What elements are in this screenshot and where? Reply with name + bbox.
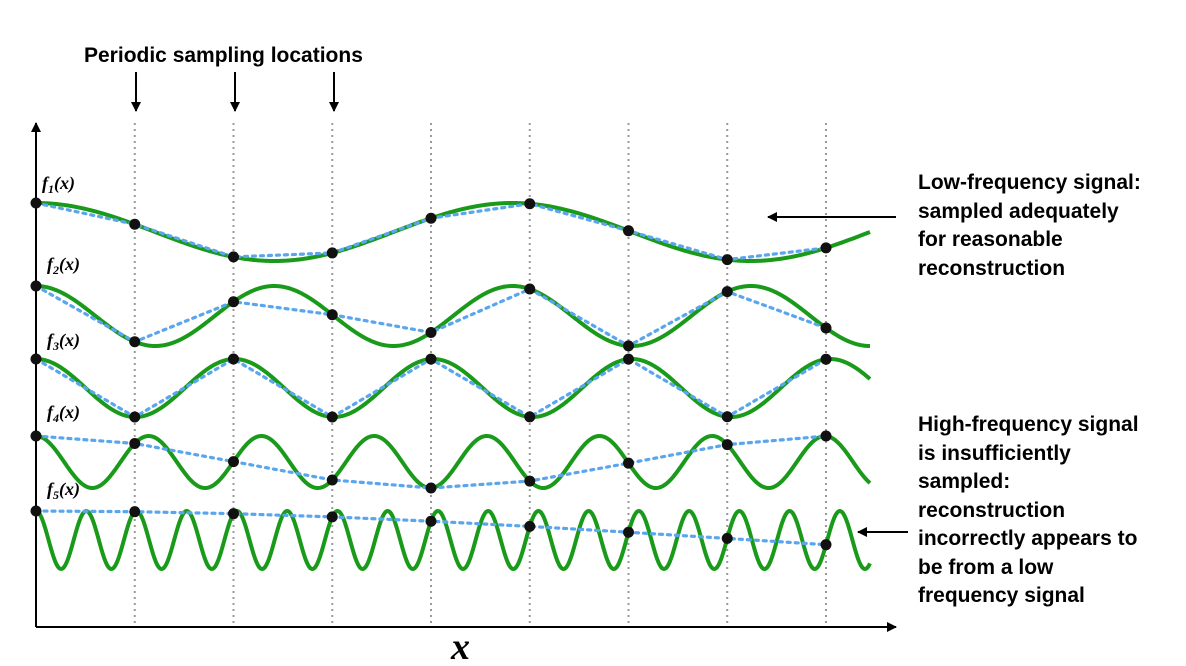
x-axis-label: x [450, 626, 470, 666]
signals-group [30, 197, 872, 572]
sample-point [30, 280, 42, 292]
sample-point [326, 474, 338, 486]
note-line: for reasonable [918, 228, 1063, 251]
sample-point [326, 309, 338, 321]
signal-f2 [35, 283, 871, 349]
function-label-f4: f4(x) [47, 402, 80, 425]
sample-point [820, 430, 832, 442]
sample-point [326, 511, 338, 523]
reconstruction-f4 [34, 434, 828, 490]
function-label-f2: f2(x) [47, 254, 80, 277]
note-line: sampled: [918, 470, 1011, 493]
sample-point [524, 475, 536, 487]
low-frequency-note: Low-frequency signal: sampled adequately… [918, 169, 1183, 283]
sample-point [129, 411, 141, 423]
function-label-f3: f3(x) [47, 330, 80, 353]
high-frequency-note: High-frequency signal is insufficiently … [918, 411, 1183, 611]
sample-point [30, 505, 42, 517]
sample-point [129, 506, 141, 518]
sample-point [623, 526, 634, 538]
sample-point [425, 482, 437, 494]
sampling-location-arrows [131, 72, 339, 112]
signal-f4 [35, 433, 872, 491]
function-label-f5: f5(x) [47, 479, 80, 502]
sample-point [228, 456, 239, 468]
note-line: is insufficiently [918, 441, 1071, 465]
sample-point [524, 198, 536, 210]
sampling-locations-title: Periodic sampling locations [84, 44, 363, 67]
sample-point [129, 437, 141, 449]
signal-f5 [35, 508, 872, 572]
sample-point [820, 539, 832, 551]
sample-point [129, 336, 141, 348]
sample-point [129, 218, 141, 230]
sample-point [326, 411, 338, 423]
sample-point [30, 430, 42, 442]
sample-point [425, 515, 437, 527]
function-label-f1: f1(x) [42, 173, 75, 196]
sample-point [820, 353, 832, 365]
sample-point [820, 242, 832, 254]
sample-point [721, 411, 733, 423]
signal-f3 [35, 356, 872, 420]
sample-point [228, 353, 239, 365]
sample-point [721, 286, 733, 298]
sample-point [425, 212, 437, 224]
sample-point [721, 532, 733, 544]
sample-point [228, 296, 239, 308]
sample-point [721, 254, 733, 266]
sample-point [30, 197, 42, 209]
sample-point [30, 353, 42, 365]
note-line: frequency signal [918, 584, 1085, 607]
note-line: High-frequency signal [918, 413, 1139, 436]
sample-point [228, 251, 239, 263]
sample-point [623, 457, 634, 469]
sample-point [228, 508, 239, 520]
note-line: reconstruction [918, 498, 1066, 522]
note-line: sampled adequately [918, 199, 1119, 223]
sample-point [425, 326, 437, 338]
sample-point [623, 225, 634, 237]
note-line: reconstruction [918, 256, 1066, 280]
sample-point [524, 411, 536, 423]
sample-point [721, 439, 733, 451]
sample-point [524, 520, 536, 532]
sample-point [623, 353, 634, 365]
sample-point [326, 247, 338, 259]
note-line: Low-frequency signal: [918, 171, 1141, 194]
sample-point [820, 322, 832, 334]
note-line: incorrectly appears to [918, 527, 1138, 550]
sample-point [623, 340, 634, 352]
sample-point [524, 283, 536, 295]
sample-point [425, 353, 437, 365]
note-line: be from a low [918, 555, 1054, 579]
